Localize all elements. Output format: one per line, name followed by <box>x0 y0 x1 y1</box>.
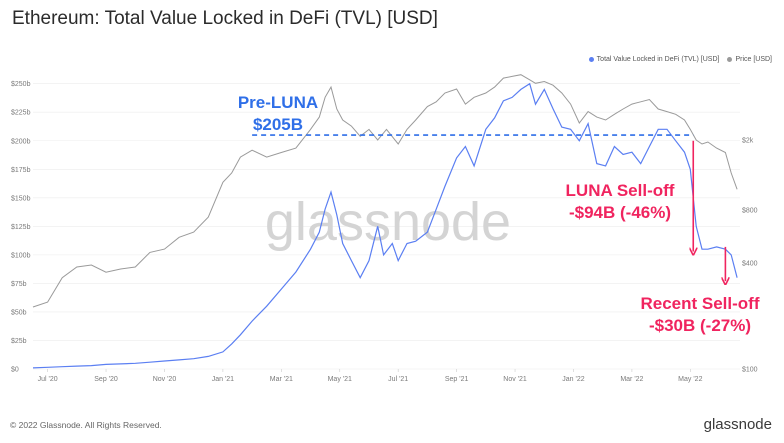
watermark: glassnode <box>265 192 511 252</box>
x-axis: Jul '20 Sep '20 Nov '20 Jan '21 Mar '21 May '… <box>38 369 703 383</box>
x-tick-label: Jul '21 <box>388 376 408 383</box>
x-tick-label: Sep '21 <box>445 376 469 383</box>
x-tick-label: May '22 <box>678 376 702 383</box>
right-tick-label: $100 <box>742 367 758 374</box>
copyright-text: © 2022 Glassnode. All Rights Reserved. <box>10 420 162 430</box>
luna-selloff-value: -$94B (-46%) <box>569 203 671 222</box>
left-tick-label: $25b <box>11 338 27 345</box>
x-tick-label: May '21 <box>328 376 352 383</box>
tvl-legend-dot <box>588 57 594 62</box>
right-tick-label: $2k <box>742 138 754 145</box>
x-tick-label: Jan '21 <box>212 376 234 383</box>
recent-selloff-value: -$30B (-27%) <box>649 316 751 335</box>
x-tick-label: Sep '20 <box>94 376 118 383</box>
x-tick-label: Jan '22 <box>562 376 584 383</box>
pre-luna-value: $205B <box>253 115 303 134</box>
chart-legend: Total Value Locked in DeFi (TVL) [USD] P… <box>583 56 772 63</box>
price-legend-label: Price [USD] <box>735 56 772 63</box>
left-tick-label: $225b <box>11 110 31 117</box>
brand-logo-text: glassnode <box>703 416 772 433</box>
left-tick-label: $200b <box>11 138 31 145</box>
price-legend-dot <box>727 57 733 62</box>
grid-lines <box>33 83 740 370</box>
chart-title: Ethereum: Total Value Locked in DeFi (TV… <box>12 8 438 29</box>
x-tick-label: Mar '21 <box>270 376 293 383</box>
left-tick-label: $125b <box>11 224 31 231</box>
x-tick-label: Jul '20 <box>38 376 58 383</box>
left-tick-label: $75b <box>11 281 27 288</box>
x-tick-label: Nov '21 <box>503 376 527 383</box>
x-tick-label: Nov '20 <box>153 376 177 383</box>
left-tick-label: $100b <box>11 252 31 259</box>
price-series-line <box>32 74 738 308</box>
right-axis: $100 $400 $800 $2k <box>742 138 758 374</box>
left-tick-label: $0 <box>11 367 19 374</box>
right-tick-label: $800 <box>742 208 758 215</box>
left-axis: $0 $25b $50b $75b $100b $125b $150b $175b $200b $… <box>11 81 31 373</box>
pre-luna-label: Pre-LUNA <box>238 93 318 112</box>
tvl-legend-label: Total Value Locked in DeFi (TVL) [USD] <box>596 56 720 63</box>
left-tick-label: $50b <box>11 309 27 316</box>
x-tick-label: Mar '22 <box>620 376 643 383</box>
tvl-series-line <box>32 82 738 369</box>
left-tick-label: $175b <box>11 167 31 174</box>
left-tick-label: $250b <box>11 81 31 88</box>
right-tick-label: $400 <box>742 261 758 268</box>
luna-selloff-label: LUNA Sell-off <box>566 181 675 200</box>
recent-selloff-label: Recent Sell-off <box>640 294 759 313</box>
left-tick-label: $150b <box>11 195 31 202</box>
